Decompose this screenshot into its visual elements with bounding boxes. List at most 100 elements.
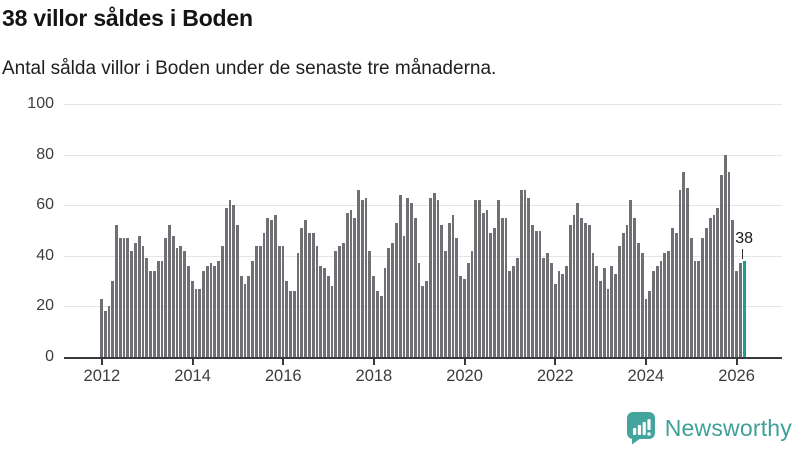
- gridline-100: [64, 104, 782, 106]
- bar: [360, 200, 364, 357]
- bar: [421, 286, 425, 357]
- bar: [451, 215, 455, 357]
- bar: [614, 273, 618, 357]
- bar: [508, 270, 512, 357]
- bar: [342, 243, 345, 357]
- bar: [281, 245, 285, 357]
- x-tick-2016: [282, 359, 285, 365]
- bar: [217, 260, 220, 357]
- bar: [379, 296, 383, 357]
- bar: [701, 238, 704, 357]
- bar: [731, 220, 735, 357]
- bar-series: [100, 104, 746, 357]
- bar: [364, 197, 368, 357]
- bar: [712, 215, 716, 357]
- x-tick-2012: [100, 359, 103, 365]
- bar: [640, 253, 644, 357]
- bar: [459, 276, 462, 357]
- bar: [481, 212, 485, 357]
- bar: [591, 253, 595, 357]
- bar: [455, 238, 459, 357]
- bar: [466, 263, 470, 357]
- gridline-80: [64, 154, 782, 156]
- x-tick-2026: [735, 359, 738, 365]
- bar: [304, 220, 307, 357]
- bar: [557, 270, 561, 357]
- bar: [209, 263, 213, 357]
- bar: [224, 207, 228, 357]
- x-tick-2022: [554, 359, 557, 365]
- bar: [100, 298, 103, 357]
- bar: [723, 154, 727, 357]
- x-tick-label-2014: 2014: [174, 367, 211, 385]
- bar: [213, 265, 217, 357]
- bar: [398, 195, 402, 357]
- bar: [376, 291, 379, 357]
- bar: [470, 250, 474, 357]
- bar: [523, 190, 527, 357]
- x-tick-2024: [644, 359, 647, 365]
- bar: [164, 238, 168, 357]
- bar: [270, 220, 273, 357]
- bar: [708, 217, 712, 357]
- bar: [621, 233, 625, 357]
- bar: [633, 217, 636, 357]
- bar: [444, 250, 447, 357]
- bar: [221, 245, 224, 357]
- bar: [266, 217, 270, 357]
- bar: [485, 210, 489, 357]
- bar: [277, 245, 281, 357]
- x-tick-2020: [463, 359, 466, 365]
- bar: [667, 250, 670, 357]
- newsworthy-wordmark: Newsworthy: [664, 414, 792, 441]
- bar: [160, 260, 164, 357]
- bar: [489, 233, 493, 357]
- y-tick-label-80: 80: [36, 145, 54, 163]
- bar: [198, 288, 202, 357]
- bar: [512, 265, 515, 357]
- bar: [190, 281, 194, 357]
- bar: [595, 265, 599, 357]
- bar: [330, 286, 334, 357]
- bar: [186, 265, 190, 357]
- y-tick-label-100: 100: [27, 95, 54, 112]
- bar: [463, 278, 466, 357]
- y-tick-label-40: 40: [36, 246, 54, 264]
- bar: [565, 265, 568, 357]
- bar: [493, 227, 497, 357]
- bar: [319, 265, 323, 357]
- bar: [122, 238, 126, 357]
- bar: [334, 250, 338, 357]
- bar: [549, 263, 553, 357]
- highlighted-bar: [742, 260, 746, 357]
- bar: [202, 270, 205, 357]
- bar: [394, 222, 398, 357]
- newsworthy-logo: Newsworthy: [626, 411, 792, 445]
- x-tick-label-2016: 2016: [264, 367, 302, 385]
- bar: [175, 248, 179, 357]
- bar: [576, 202, 580, 357]
- annotation-leader-line: [742, 248, 744, 259]
- bar: [145, 258, 149, 357]
- bar: [727, 172, 731, 357]
- bar: [542, 258, 546, 357]
- bar: [326, 276, 330, 357]
- bar: [447, 222, 451, 357]
- bar: [345, 212, 349, 357]
- bar: [735, 270, 739, 357]
- bar: [610, 265, 614, 357]
- bar: [115, 225, 118, 357]
- bar: [716, 207, 720, 357]
- bar: [292, 291, 296, 357]
- bar: [111, 281, 115, 357]
- x-tick-label-2020: 2020: [446, 367, 483, 385]
- bar: [194, 288, 198, 357]
- x-tick-label-2024: 2024: [627, 367, 665, 385]
- bar: [584, 222, 587, 357]
- bar: [353, 217, 357, 357]
- bar: [315, 245, 319, 357]
- bar: [402, 235, 406, 357]
- bar: [417, 263, 421, 357]
- bar: [232, 205, 236, 357]
- bar: [648, 291, 652, 357]
